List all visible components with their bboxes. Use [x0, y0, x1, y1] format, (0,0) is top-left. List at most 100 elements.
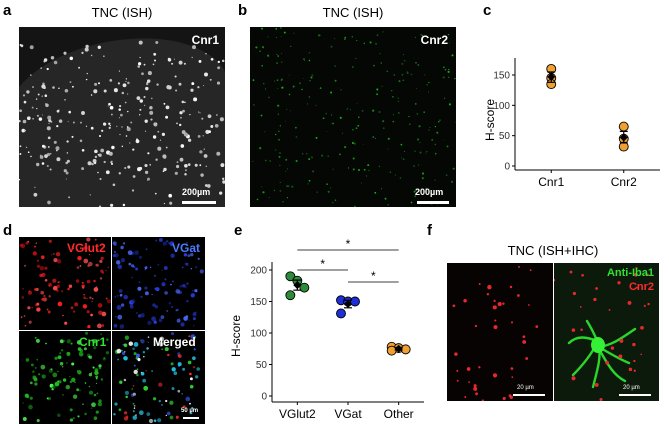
vglut2-punctum	[28, 290, 31, 293]
cnr2-punctum	[261, 65, 263, 67]
cnr1-punctum	[191, 82, 195, 86]
cnr2-punctum	[259, 50, 261, 52]
cnr1-punctum	[197, 134, 201, 138]
merged-punctum	[135, 414, 137, 416]
cnr2-punctum	[275, 133, 277, 136]
cnr1-punctum	[88, 373, 93, 377]
cnr2-punctum	[439, 119, 441, 122]
cnr2-punctum	[255, 46, 258, 49]
cnr1-punctum	[49, 168, 52, 171]
cnr1-punctum	[90, 94, 93, 96]
cnr2-punctum	[456, 369, 459, 372]
cnr2-punctum	[517, 294, 520, 297]
vglut2-punctum	[39, 273, 43, 278]
cnr2-punctum	[278, 130, 280, 132]
cnr1-punctum	[45, 342, 47, 345]
cnr2-punctum	[383, 127, 385, 129]
vglut2-punctum	[23, 315, 26, 317]
cnr2-punctum	[425, 187, 428, 190]
cnr1-punctum	[138, 40, 143, 45]
cnr2-punctum	[454, 352, 458, 356]
panel-d-image: VGlut2 VGat Cnr1 Merged 50 µm	[19, 237, 205, 424]
merged-punctum	[123, 411, 128, 415]
cnr2-punctum	[347, 167, 349, 169]
vgat-punctum	[153, 320, 157, 324]
vglut2-punctum	[77, 255, 82, 261]
cnr2-punctum	[344, 146, 347, 149]
merged-punctum	[123, 343, 128, 348]
cnr2-punctum	[350, 109, 352, 111]
cnr1-punctum	[89, 194, 91, 196]
vgat-punctum	[172, 280, 174, 283]
cnr2-punctum	[424, 74, 426, 76]
cnr2-punctum	[381, 188, 382, 190]
panel-a-scale-text: 200µm	[182, 187, 211, 197]
cnr2-punctum	[381, 85, 383, 88]
data-point	[336, 308, 346, 319]
cnr1-punctum	[203, 154, 208, 158]
vgat-punctum	[131, 276, 134, 279]
cnr1-punctum	[139, 108, 142, 111]
vgat-punctum	[154, 274, 156, 277]
cnr1-punctum	[48, 122, 50, 125]
vgat-punctum	[166, 310, 168, 312]
cnr1-punctum	[76, 340, 82, 345]
cnr1-punctum	[79, 139, 83, 143]
panel-f-scale-bar-right	[619, 394, 651, 396]
cnr1-punctum	[207, 114, 212, 119]
cnr2-punctum	[525, 357, 529, 360]
cnr1-punctum	[118, 172, 121, 175]
vgat-punctum	[115, 260, 121, 265]
cnr1-punctum	[35, 338, 40, 343]
cnr2-punctum	[619, 338, 624, 343]
cnr1-punctum	[54, 356, 58, 360]
merged-punctum	[153, 419, 157, 422]
cnr1-punctum	[63, 169, 67, 173]
cnr2-punctum	[402, 53, 405, 56]
merged-punctum	[118, 408, 122, 412]
cnr1-punctum	[41, 162, 45, 165]
panel-b-scale-bar	[417, 201, 449, 204]
vglut2-punctum	[68, 284, 73, 289]
cnr2-punctum	[434, 143, 437, 146]
cnr2-punctum	[325, 112, 327, 115]
panel-b-scale-text: 200µm	[415, 187, 444, 197]
vgat-punctum	[188, 319, 190, 321]
merged-punctum	[136, 368, 139, 371]
cnr2-punctum	[263, 82, 265, 85]
cnr2-punctum	[397, 97, 399, 99]
x-tick-label: VGat	[334, 407, 362, 421]
cnr1-punctum	[136, 96, 141, 100]
cnr1-punctum	[127, 165, 131, 169]
cnr1-punctum	[216, 81, 221, 85]
cnr2-punctum	[447, 70, 450, 73]
vglut2-punctum	[24, 324, 27, 327]
cnr2-punctum	[326, 130, 328, 132]
cnr1-punctum	[38, 117, 43, 121]
cnr1-punctum	[167, 58, 172, 62]
cnr1-punctum	[113, 88, 118, 93]
cnr2-punctum	[421, 34, 423, 36]
merged-punctum	[125, 395, 128, 399]
vglut2-punctum	[42, 297, 47, 302]
cnr2-punctum	[315, 104, 317, 106]
panel-d-scale-text: 50 µm	[181, 408, 199, 414]
vglut2-punctum	[34, 288, 37, 291]
merged-punctum	[133, 352, 137, 356]
cnr1-punctum	[79, 389, 81, 392]
cnr1-punctum	[97, 171, 99, 174]
cnr2-punctum	[352, 129, 354, 131]
cnr1-punctum	[55, 146, 60, 151]
panel-e-letter: e	[234, 222, 243, 239]
cnr2-punctum	[278, 138, 281, 141]
cnr1-punctum	[139, 99, 144, 103]
merged-punctum	[187, 360, 192, 365]
cnr1-punctum	[24, 129, 26, 132]
cnr2-punctum	[518, 265, 520, 268]
cnr1-punctum	[175, 164, 180, 169]
cnr2-punctum	[468, 381, 470, 383]
cnr1-punctum	[162, 154, 167, 159]
merged-punctum	[169, 415, 174, 420]
cnr2-punctum	[397, 111, 400, 114]
cnr2-punctum	[281, 53, 282, 55]
